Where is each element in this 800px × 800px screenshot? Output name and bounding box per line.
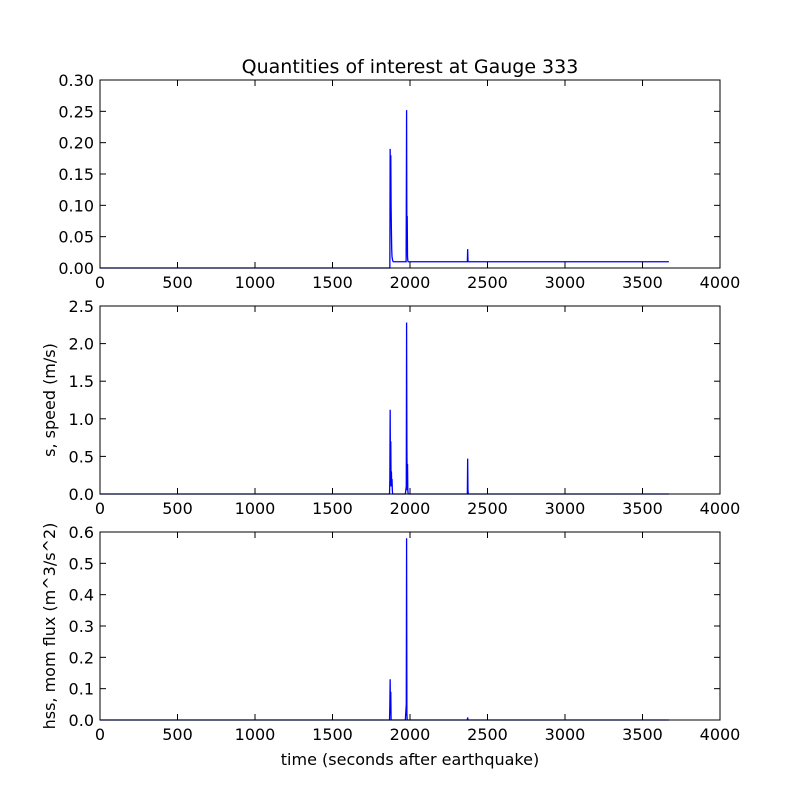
x-tick-label: 3000 (545, 725, 586, 744)
y-tick-label: 2.5 (69, 297, 94, 316)
x-tick-label: 500 (162, 273, 193, 292)
x-tick-label: 1500 (312, 499, 353, 518)
plot-frame (99, 79, 721, 269)
y-tick-label: 0.1 (69, 680, 94, 699)
y-tick-label: 0.0 (69, 711, 94, 730)
x-tick-label: 2500 (467, 273, 508, 292)
x-tick-label: 2000 (390, 499, 431, 518)
x-tick-label: 3000 (545, 499, 586, 518)
y-tick-label: 0.2 (69, 648, 94, 667)
x-tick-label: 1000 (235, 273, 276, 292)
y-tick-label: 0.15 (58, 165, 94, 184)
y-tick-label: 0.5 (69, 554, 94, 573)
plot-frame (99, 305, 721, 495)
panel-1: 0 500 1000 1500 2000 2500 3000 3500 4000 0.00 0.05… (58, 71, 740, 292)
y-tick-label: 0.0 (69, 485, 94, 504)
y-axis-label: hss, mom flux (m^3/s^2) (40, 523, 59, 730)
x-tick-label: 3000 (545, 273, 586, 292)
x-tick-label: 1000 (235, 499, 276, 518)
y-tick-label: 0.20 (58, 134, 94, 153)
panels-group: 0 500 1000 1500 2000 2500 3000 3500 40000.000.05… (40, 71, 740, 744)
y-tick-label: 1.0 (69, 410, 94, 429)
x-tick-label: 0 (95, 273, 105, 292)
figure-title: Quantities of interest at Gauge 333 (242, 56, 579, 78)
x-tick-label: 3500 (622, 499, 663, 518)
x-axis-label: time (seconds after earthquake) (281, 750, 539, 769)
x-tick-label: 1500 (312, 725, 353, 744)
plot-frame (99, 531, 721, 721)
x-tick-label: 2500 (467, 499, 508, 518)
y-tick-label: 0.10 (58, 196, 94, 215)
y-tick-label: 1.5 (69, 372, 94, 391)
panel-2: 0 500 1000 1500 2000 2500 3000 3500 4000 0.0 0.5 1.… (40, 297, 740, 518)
y-tick-label: 0.4 (69, 586, 94, 605)
series-line (100, 110, 669, 269)
y-tick-label: 0.3 (69, 617, 94, 636)
x-tick-label: 2000 (390, 725, 431, 744)
panel-3: 0 500 1000 1500 2000 2500 3000 3500 4000 0.0 0.1 0.… (40, 523, 740, 744)
x-tick-label: 1000 (235, 725, 276, 744)
y-tick-label: 0.00 (58, 259, 94, 278)
y-tick-label: 0.25 (58, 102, 94, 121)
x-tick-label: 500 (162, 725, 193, 744)
y-tick-label: 0.6 (69, 523, 94, 542)
series-line (100, 538, 669, 721)
y-tick-label: 0.05 (58, 228, 94, 247)
x-tick-label: 0 (95, 499, 105, 518)
y-tick-label: 2.0 (69, 335, 94, 354)
x-tick-label: 3500 (622, 725, 663, 744)
x-tick-label: 500 (162, 499, 193, 518)
x-tick-label: 3500 (622, 273, 663, 292)
x-tick-label: 0 (95, 725, 105, 744)
y-tick-label: 0.5 (69, 447, 94, 466)
series-line (100, 322, 669, 495)
x-tick-label: 4000 (700, 273, 741, 292)
y-axis-label: s, speed (m/s) (40, 343, 59, 457)
x-tick-label: 2000 (390, 273, 431, 292)
x-tick-label: 4000 (700, 725, 741, 744)
x-tick-label: 4000 (700, 499, 741, 518)
x-tick-label: 2500 (467, 725, 508, 744)
x-tick-label: 1500 (312, 273, 353, 292)
y-tick-label: 0.30 (58, 71, 94, 90)
